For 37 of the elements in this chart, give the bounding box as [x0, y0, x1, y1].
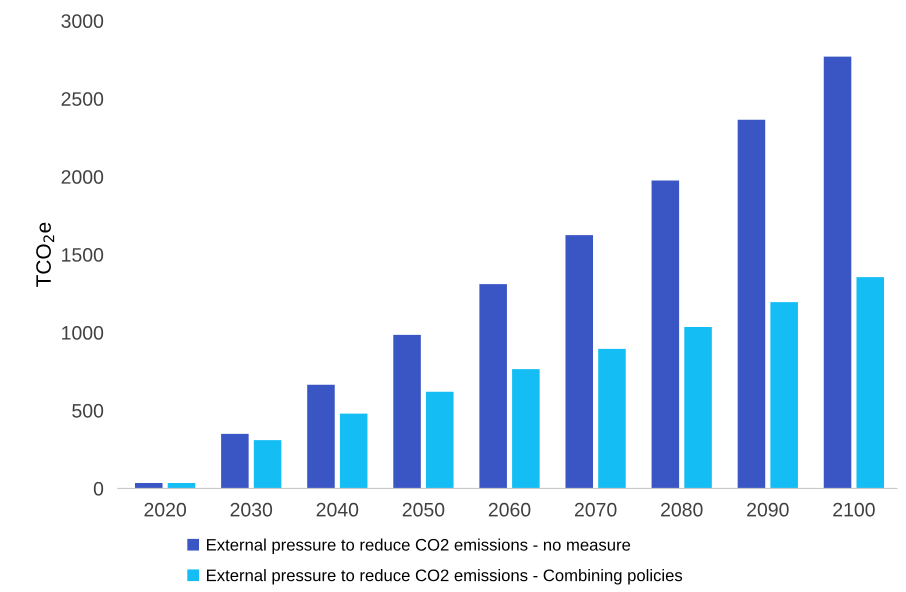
bar	[652, 180, 680, 488]
bar	[856, 277, 884, 488]
x-tick-label: 2070	[574, 502, 616, 517]
x-tick-label: 2020	[144, 502, 186, 517]
bar	[684, 327, 712, 488]
legend-label: External pressure to reduce CO2 emissions - no measure	[207, 538, 630, 554]
bar	[479, 284, 507, 488]
y-axis-title: TCO$_{2}$e	[36, 222, 54, 287]
x-tick-label: 2090	[747, 502, 789, 517]
bar	[770, 302, 798, 488]
y-tick-label: 500	[72, 404, 104, 418]
y-tick-label: 2000	[62, 170, 104, 184]
x-tick-label: 2050	[402, 502, 444, 517]
x-tick-label: 2080	[661, 502, 703, 517]
x-tick-label: 2030	[230, 502, 272, 517]
bar	[824, 56, 852, 488]
bar	[340, 414, 368, 488]
x-tick-label: 2040	[316, 502, 358, 517]
x-tick-label: 2060	[488, 502, 530, 517]
bar	[738, 120, 766, 488]
bar	[254, 440, 282, 488]
bar	[512, 369, 540, 488]
legend-label: External pressure to reduce CO2 emissions - Combining policies	[207, 569, 682, 585]
y-tick-label: 3000	[61, 14, 104, 28]
bar	[393, 334, 421, 488]
bar	[426, 392, 454, 488]
y-tick-label: 2500	[62, 92, 104, 106]
y-tick-label: 0	[94, 482, 104, 496]
y-tick-label: 1500	[62, 248, 104, 262]
bar	[135, 482, 163, 488]
bar	[307, 384, 335, 488]
x-tick-label: 2100	[833, 502, 875, 517]
bar	[168, 482, 196, 488]
bar	[565, 235, 594, 488]
bar	[598, 348, 626, 488]
y-tick-label: 1000	[62, 326, 104, 340]
bar	[221, 434, 249, 488]
